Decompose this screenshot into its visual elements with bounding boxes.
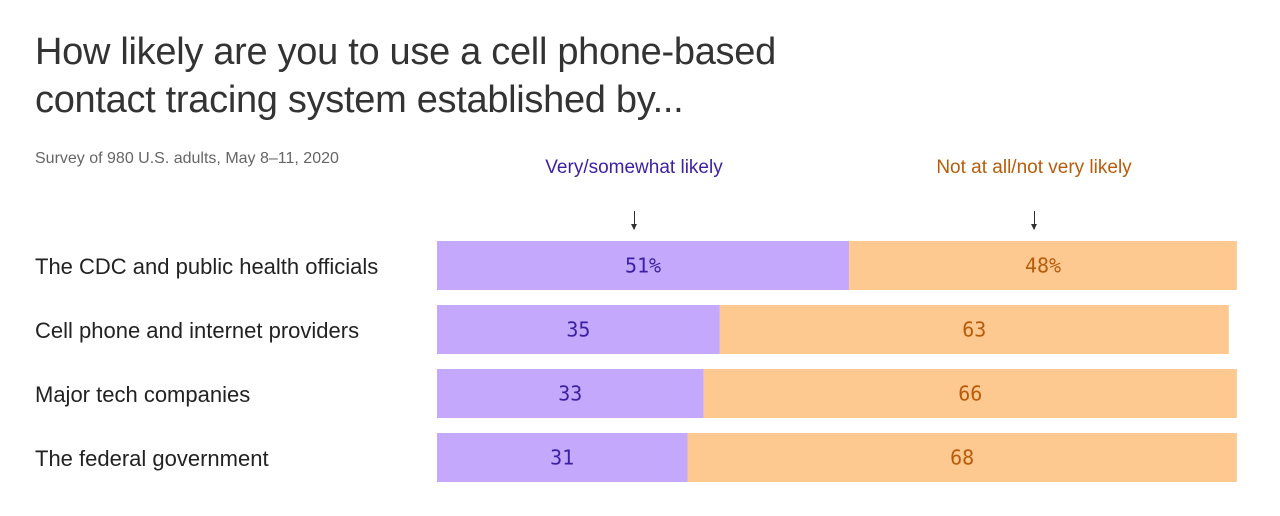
data-label: 31 bbox=[550, 446, 574, 470]
bar-segment-unlikely bbox=[687, 433, 1237, 482]
data-label: 35 bbox=[566, 318, 590, 342]
down-arrow-icon bbox=[1030, 211, 1037, 230]
data-label: 66 bbox=[958, 382, 982, 406]
data-label: 68 bbox=[950, 446, 974, 470]
data-label: 48% bbox=[1025, 254, 1061, 278]
bar-segment-unlikely bbox=[703, 369, 1237, 418]
bar-segment-likely bbox=[437, 369, 704, 418]
data-label: 33 bbox=[558, 382, 582, 406]
chart-title: How likely are you to use a cell phone-b… bbox=[35, 31, 776, 121]
row-label: The federal government bbox=[35, 446, 269, 471]
legend-likely-label: Very/somewhat likely bbox=[545, 157, 723, 178]
data-label: 63 bbox=[962, 318, 986, 342]
legend-unlikely: Not at all/not very likely bbox=[924, 154, 1144, 230]
row-label: Major tech companies bbox=[35, 382, 251, 407]
bar-segment-likely bbox=[437, 305, 720, 354]
bar-segment-likely bbox=[437, 433, 688, 482]
chart-subtitle: Survey of 980 U.S. adults, May 8–11, 202… bbox=[35, 150, 339, 167]
bar-segment-likely bbox=[437, 241, 850, 290]
row-label: The CDC and public health officials bbox=[35, 254, 379, 279]
bar-segment-unlikely bbox=[719, 305, 1229, 354]
down-arrow-icon bbox=[630, 211, 637, 230]
legend-unlikely-label: Not at all/not very likely bbox=[936, 157, 1132, 178]
bar-segment-unlikely bbox=[849, 241, 1237, 290]
row-label: Cell phone and internet providers bbox=[35, 318, 360, 343]
legend-likely: Very/somewhat likely bbox=[534, 154, 734, 230]
data-label: 51% bbox=[625, 254, 661, 278]
